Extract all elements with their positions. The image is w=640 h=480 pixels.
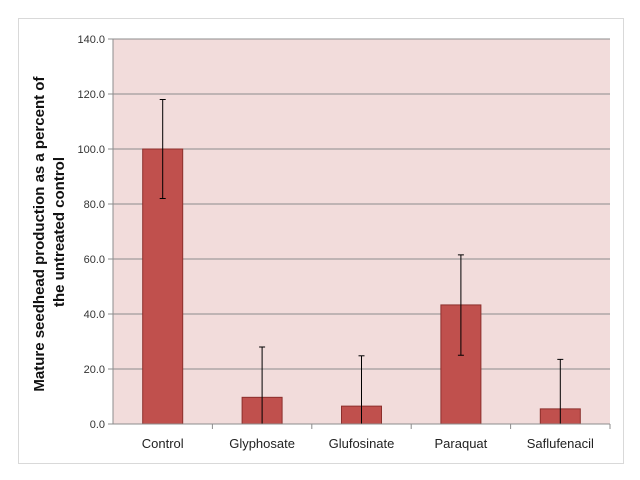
x-category-label: Paraquat — [435, 436, 488, 451]
x-category-label: Glyphosate — [229, 436, 295, 451]
x-category-label: Control — [142, 436, 184, 451]
y-tick-label: 20.0 — [84, 364, 105, 376]
y-tick-label: 120.0 — [77, 89, 105, 101]
y-axis-label-line1: Mature seedhead production as a percent … — [31, 76, 48, 392]
y-tick-label: 60.0 — [84, 254, 105, 266]
y-axis-label-line2: the untreated control — [51, 157, 68, 307]
y-tick-label: 40.0 — [84, 309, 105, 321]
y-tick-label: 80.0 — [84, 199, 105, 211]
x-category-label: Glufosinate — [329, 436, 395, 451]
x-category-label: Saflufenacil — [527, 436, 594, 451]
y-tick-label: 140.0 — [77, 34, 105, 46]
y-tick-label: 100.0 — [77, 144, 105, 156]
y-axis-label: Mature seedhead production as a percent … — [31, 72, 68, 391]
y-tick-label: 0.0 — [90, 419, 105, 431]
